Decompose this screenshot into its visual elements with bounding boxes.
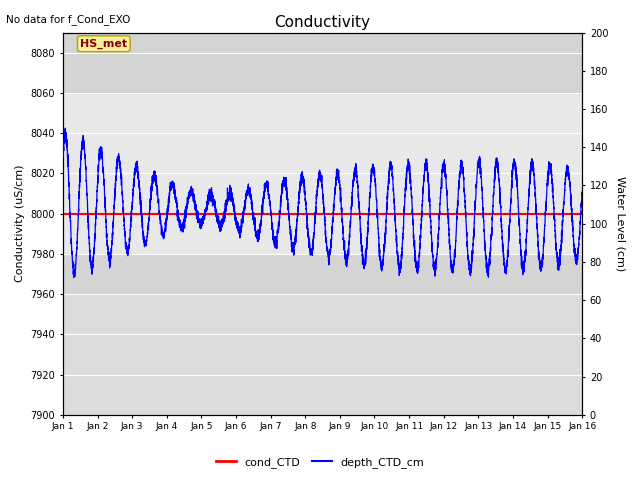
- Y-axis label: Conductivity (uS/cm): Conductivity (uS/cm): [15, 165, 25, 282]
- Title: Conductivity: Conductivity: [275, 15, 371, 30]
- Text: HS_met: HS_met: [80, 38, 127, 49]
- Bar: [63, 93, 582, 254]
- Bar: [63, 254, 582, 294]
- Text: No data for f_Cond_EXO: No data for f_Cond_EXO: [6, 14, 131, 25]
- Bar: [63, 33, 582, 93]
- Legend: cond_CTD, depth_CTD_cm: cond_CTD, depth_CTD_cm: [211, 452, 429, 472]
- Y-axis label: Water Level (cm): Water Level (cm): [615, 176, 625, 271]
